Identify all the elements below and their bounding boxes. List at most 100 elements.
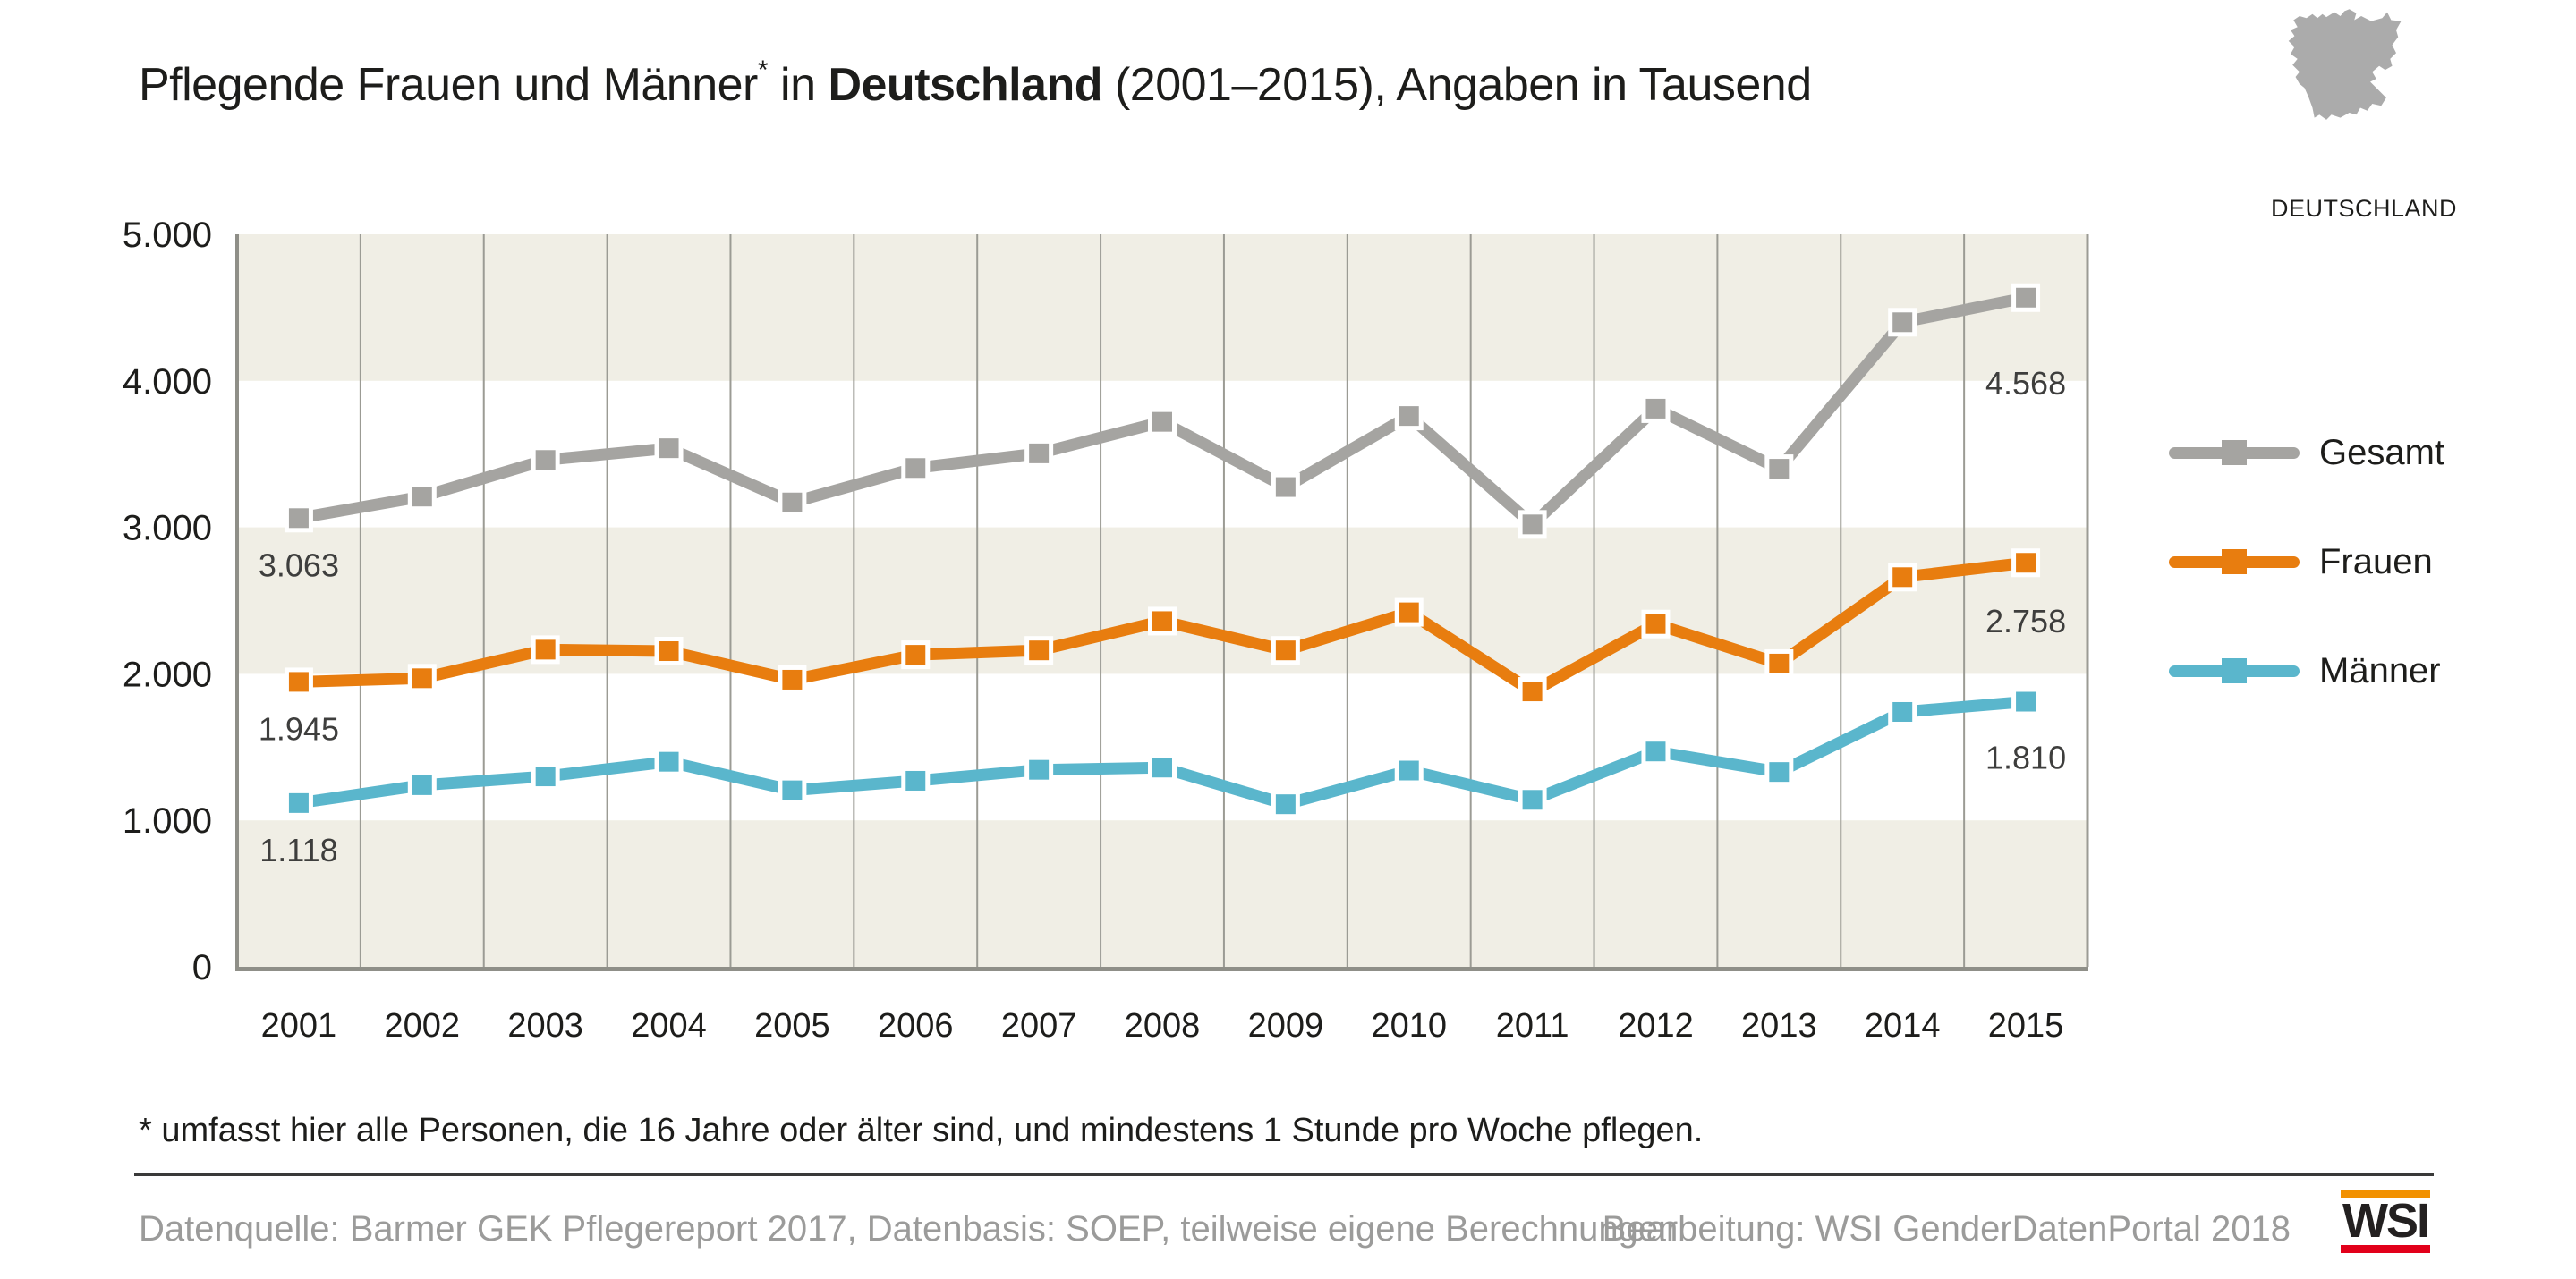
series-gesamt-point [1518, 510, 1547, 539]
series-gesamt-point [778, 487, 807, 517]
series-männer-point [1518, 785, 1547, 815]
series-männer-point [531, 762, 560, 792]
x-tick-label: 2013 [1741, 1007, 1817, 1045]
series-männer-point [1641, 737, 1671, 767]
chart-band [237, 234, 2087, 381]
series-gesamt-point [1394, 402, 1424, 431]
legend-marker-männer [2169, 658, 2300, 683]
series-frauen-point [1764, 648, 1794, 678]
x-tick-label: 2003 [507, 1007, 583, 1045]
x-tick-label: 2005 [754, 1007, 830, 1045]
series-frauen-point [1148, 606, 1177, 636]
x-tick-label: 2001 [261, 1007, 337, 1045]
wsi-logo-text: WSI [2342, 1194, 2430, 1248]
series-frauen-point [2011, 548, 2041, 578]
series-männer-point [1024, 755, 1054, 784]
data-label-last-männer: 1.810 [1985, 740, 2066, 776]
series-gesamt-point [1764, 454, 1794, 484]
series-gesamt-point [1641, 394, 1671, 423]
legend-item-männer: Männer [2169, 649, 2444, 692]
series-männer-point [901, 766, 931, 795]
series-männer-point [1148, 753, 1177, 783]
title-region: Deutschland [828, 59, 1103, 111]
footnote-text: * umfasst hier alle Personen, die 16 Jah… [139, 1112, 1704, 1149]
y-tick-label: 3.000 [123, 509, 212, 548]
x-tick-label: 2011 [1496, 1007, 1569, 1045]
series-gesamt-point [1888, 308, 1917, 337]
series-frauen-point [284, 667, 313, 697]
series-männer-point [1394, 756, 1424, 785]
series-männer-point [284, 788, 313, 817]
data-label-last-frauen: 2.758 [1985, 603, 2066, 640]
title-part1: Pflegende Frauen und Männer [139, 59, 758, 111]
series-gesamt-point [1271, 472, 1300, 502]
source-text: Datenquelle: Barmer GEK Pflegereport 201… [139, 1209, 1679, 1249]
series-frauen-point [1888, 563, 1917, 592]
x-tick-label: 2008 [1125, 1007, 1201, 1045]
x-tick-label: 2007 [1001, 1007, 1077, 1045]
legend-marker-gesamt [2169, 440, 2300, 465]
legend: Gesamt Frauen Männer [2169, 431, 2444, 692]
series-gesamt-point [531, 445, 560, 475]
series-frauen-point [531, 635, 560, 665]
series-gesamt-point [407, 482, 437, 512]
legend-item-gesamt: Gesamt [2169, 431, 2444, 474]
legend-marker-frauen [2169, 549, 2300, 574]
series-gesamt-point [2011, 283, 2041, 312]
series-männer-point [407, 770, 437, 800]
series-frauen-point [407, 664, 437, 693]
series-gesamt-point [1148, 407, 1177, 436]
data-label-first-männer: 1.118 [259, 832, 337, 868]
x-tick-label: 2006 [878, 1007, 954, 1045]
data-label-first-frauen: 1.945 [259, 710, 339, 747]
legend-item-frauen: Frauen [2169, 540, 2444, 583]
editor-text: Bearbeitung: WSI GenderDatenPortal 2018 [1602, 1209, 2291, 1249]
series-männer-point [1764, 758, 1794, 787]
series-frauen-point [1271, 636, 1300, 665]
data-label-last-gesamt: 4.568 [1985, 365, 2066, 402]
y-tick-label: 5.000 [123, 216, 212, 255]
series-frauen-point [901, 640, 931, 670]
germany-map-block: DEUTSCHLAND [2271, 7, 2458, 223]
series-gesamt-point [654, 434, 684, 463]
y-tick-label: 4.000 [123, 362, 212, 402]
data-label-first-gesamt: 3.063 [259, 546, 339, 583]
x-tick-label: 2015 [1988, 1007, 2064, 1045]
wsi-logo-red-bar [2341, 1245, 2430, 1253]
series-gesamt-point [901, 453, 931, 483]
series-gesamt-point [284, 504, 313, 533]
x-tick-label: 2009 [1248, 1007, 1324, 1045]
series-frauen-point [1518, 677, 1547, 707]
x-tick-label: 2004 [631, 1007, 707, 1045]
series-männer-point [1271, 790, 1300, 819]
series-männer-point [2011, 687, 2041, 716]
title-asterisk: * [757, 55, 769, 85]
legend-label-gesamt: Gesamt [2319, 432, 2445, 472]
series-frauen-point [778, 665, 807, 694]
legend-label-frauen: Frauen [2319, 541, 2433, 581]
x-tick-label: 2012 [1618, 1007, 1694, 1045]
x-tick-label: 2014 [1865, 1007, 1941, 1045]
x-tick-label: 2002 [385, 1007, 461, 1045]
chart-band [237, 820, 2087, 967]
germany-map-label: DEUTSCHLAND [2271, 195, 2458, 222]
series-männer-point [778, 775, 807, 805]
series-frauen-point [1394, 597, 1424, 627]
series-frauen-point [1641, 609, 1671, 639]
title-part3: (2001–2015), Angaben in Tausend [1102, 59, 1812, 111]
series-männer-point [654, 747, 684, 776]
y-tick-label: 2.000 [123, 655, 212, 694]
page-title: Pflegende Frauen und Männer* in Deutschl… [139, 55, 1812, 112]
germany-map-icon [2288, 9, 2402, 120]
legend-label-männer: Männer [2319, 650, 2441, 690]
wsi-logo-orange-bar [2341, 1190, 2430, 1198]
series-männer-point [1888, 697, 1917, 726]
series-gesamt-point [1024, 438, 1054, 468]
series-frauen-point [1024, 636, 1054, 665]
x-tick-label: 2010 [1371, 1007, 1447, 1045]
series-frauen-point [654, 637, 684, 666]
title-part2: in [768, 59, 829, 111]
y-tick-label: 0 [192, 948, 212, 987]
